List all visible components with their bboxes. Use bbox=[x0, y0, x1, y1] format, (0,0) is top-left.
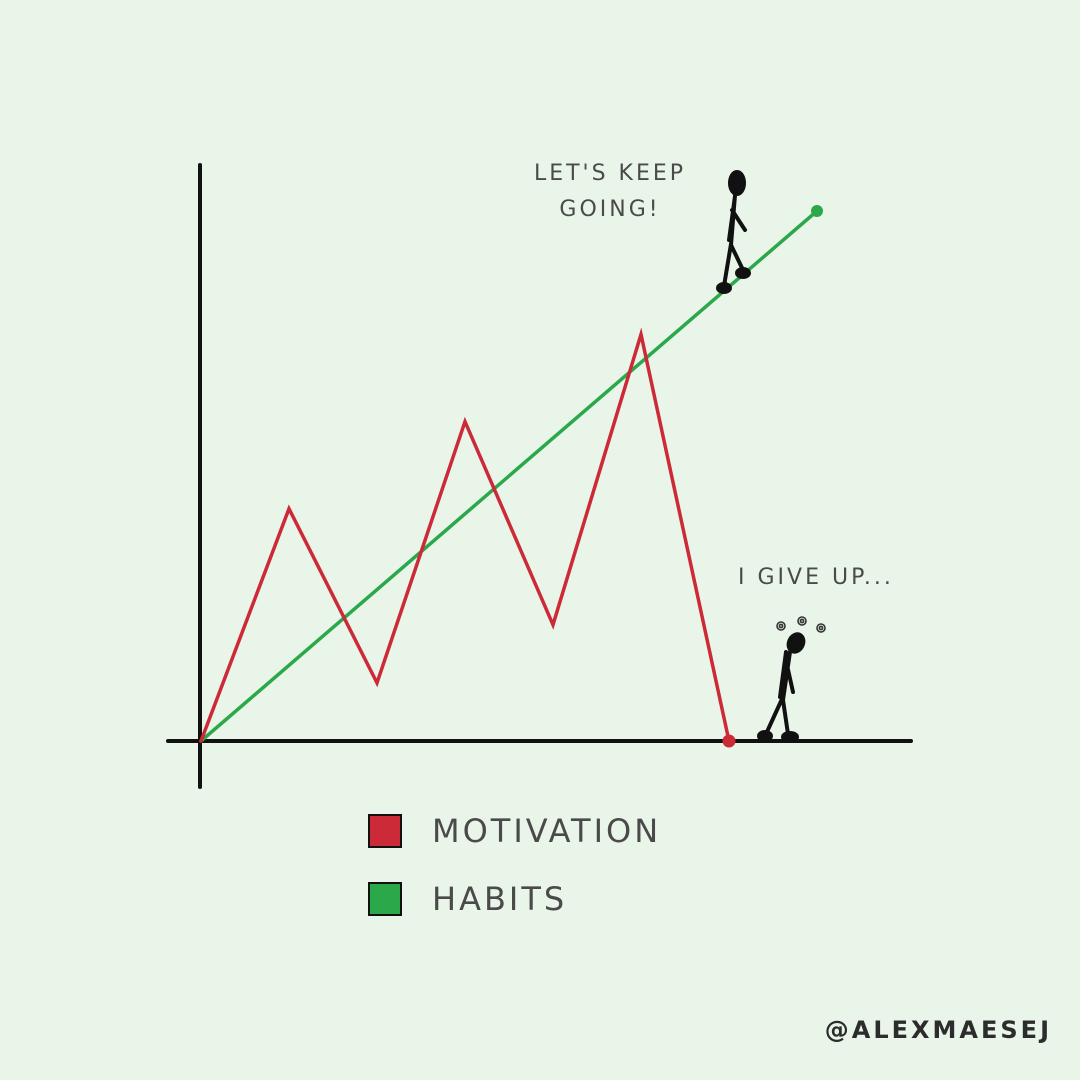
series-line-habits bbox=[199, 209, 819, 743]
annotation-keep-going: LET'S KEEP GOING! bbox=[505, 156, 715, 228]
legend-item-motivation: MOTIVATION bbox=[368, 812, 661, 850]
legend-label-habits: HABITS bbox=[432, 880, 568, 918]
annotation-keep-going-line1: LET'S KEEP bbox=[533, 161, 687, 186]
author-credit: @ALEXMAESEJ bbox=[824, 1016, 1052, 1044]
annotation-give-up: I GIVE UP... bbox=[738, 565, 894, 590]
legend-swatch-habits bbox=[368, 882, 402, 916]
annotation-keep-going-line2: GOING! bbox=[559, 197, 661, 222]
legend-label-motivation: MOTIVATION bbox=[432, 812, 662, 850]
walking-person-icon bbox=[716, 170, 751, 294]
dizzy-swirl-icon bbox=[776, 616, 826, 633]
chart-axes bbox=[166, 163, 913, 789]
figures-layer bbox=[716, 170, 826, 743]
tired-person-icon bbox=[757, 632, 806, 743]
series-line-motivation bbox=[199, 327, 731, 743]
legend-swatch-motivation bbox=[368, 814, 402, 848]
legend-item-habits: HABITS bbox=[368, 880, 567, 918]
motivation-end-point bbox=[722, 734, 736, 748]
habits-end-point bbox=[811, 205, 823, 218]
series-layer bbox=[199, 205, 823, 748]
